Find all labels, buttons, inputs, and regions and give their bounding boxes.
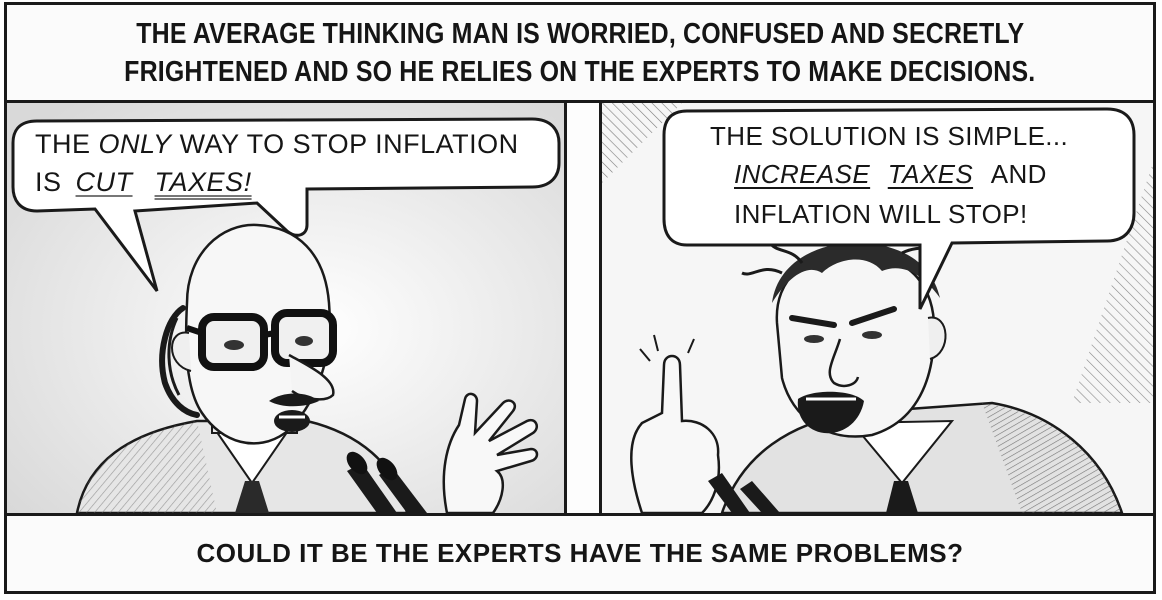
left-man-eye-left	[224, 340, 244, 350]
left-man-eye-right	[295, 336, 313, 346]
right-man-collar	[849, 419, 955, 485]
right-bubble-line-2: INCREASE TAXES AND	[734, 155, 1047, 193]
right-man-brow-right	[849, 306, 897, 326]
right-man-brow-left	[789, 315, 837, 328]
top-caption: THE AVERAGE THINKING MAN IS WORRIED, CON…	[7, 5, 1153, 103]
left-microphone-1-head	[346, 451, 368, 475]
right-suit-shading	[982, 403, 1122, 513]
left-bubble-line-2: IS CUT TAXES!	[35, 163, 252, 201]
left-man-glasses-temple	[186, 325, 203, 336]
left-man-hair-strand	[167, 317, 181, 396]
right-man-motion-lines	[639, 334, 695, 362]
right-microphone-1	[708, 473, 750, 513]
right-panel-art	[602, 103, 1153, 513]
right-speech-bubble	[662, 107, 1136, 310]
right-man-ear	[927, 316, 947, 360]
right-man-tie	[886, 481, 918, 513]
right-man-eye-right	[862, 331, 882, 339]
bottom-caption: COULD IT BE THE EXPERTS HAVE THE SAME PR…	[7, 513, 1153, 591]
right-microphone-2	[740, 481, 780, 513]
left-man-ear	[171, 331, 192, 372]
right-corner-hatch-tl	[602, 103, 682, 183]
left-bubble-word-way: WAY TO STOP INFLATION	[179, 129, 519, 159]
left-man-mustache	[269, 393, 319, 407]
right-bubble-word-taxes: TAXES	[887, 159, 974, 189]
right-man-nose	[828, 338, 860, 388]
panel-gutter	[567, 103, 599, 513]
right-bubble-line-3: INFLATION WILL STOP!	[734, 199, 1028, 229]
top-caption-line-1: THE AVERAGE THINKING MAN IS WORRIED, CON…	[135, 17, 1025, 50]
left-bubble-word-taxes: TAXES!	[154, 167, 252, 197]
left-bubble-line-1: THE ONLY WAY TO STOP INFLATION	[35, 125, 519, 163]
left-bubble-word-only: ONLY	[98, 129, 172, 159]
right-man-eye-left	[804, 335, 824, 343]
left-man-tie	[235, 481, 269, 513]
left-microphone-2-head	[376, 457, 398, 481]
top-caption-line-2: FRIGHTENED AND SO HE RELIES ON THE EXPER…	[124, 55, 1036, 88]
left-bubble-word-the: THE	[35, 129, 91, 159]
left-speech-bubble	[11, 117, 561, 292]
right-bubble-word-increase: INCREASE	[734, 159, 871, 189]
left-suit-shading	[77, 421, 217, 513]
bottom-caption-text: COULD IT BE THE EXPERTS HAVE THE SAME PR…	[196, 538, 964, 568]
left-man-hair	[159, 305, 200, 418]
right-bubble-word-and: AND	[990, 159, 1047, 189]
right-panel: THE SOLUTION IS SIMPLE... INCREASE TAXES…	[599, 103, 1153, 513]
left-bubble-word-is: IS	[35, 167, 62, 197]
left-panel-art	[7, 103, 564, 513]
left-panel: THE ONLY WAY TO STOP INFLATION IS CUT TA…	[7, 103, 567, 513]
left-man-mouth	[274, 410, 310, 432]
left-man-glasses-bridge	[263, 330, 276, 338]
left-man-hand	[442, 392, 539, 513]
left-microphone-1	[347, 463, 397, 513]
right-bubble-line-1: THE SOLUTION IS SIMPLE...	[710, 121, 1069, 151]
right-man-mouth	[797, 391, 864, 434]
left-bubble-word-cut: CUT	[75, 167, 133, 197]
comic-strip: THE AVERAGE THINKING MAN IS WORRIED, CON…	[4, 2, 1156, 594]
right-man-hair	[772, 242, 940, 303]
